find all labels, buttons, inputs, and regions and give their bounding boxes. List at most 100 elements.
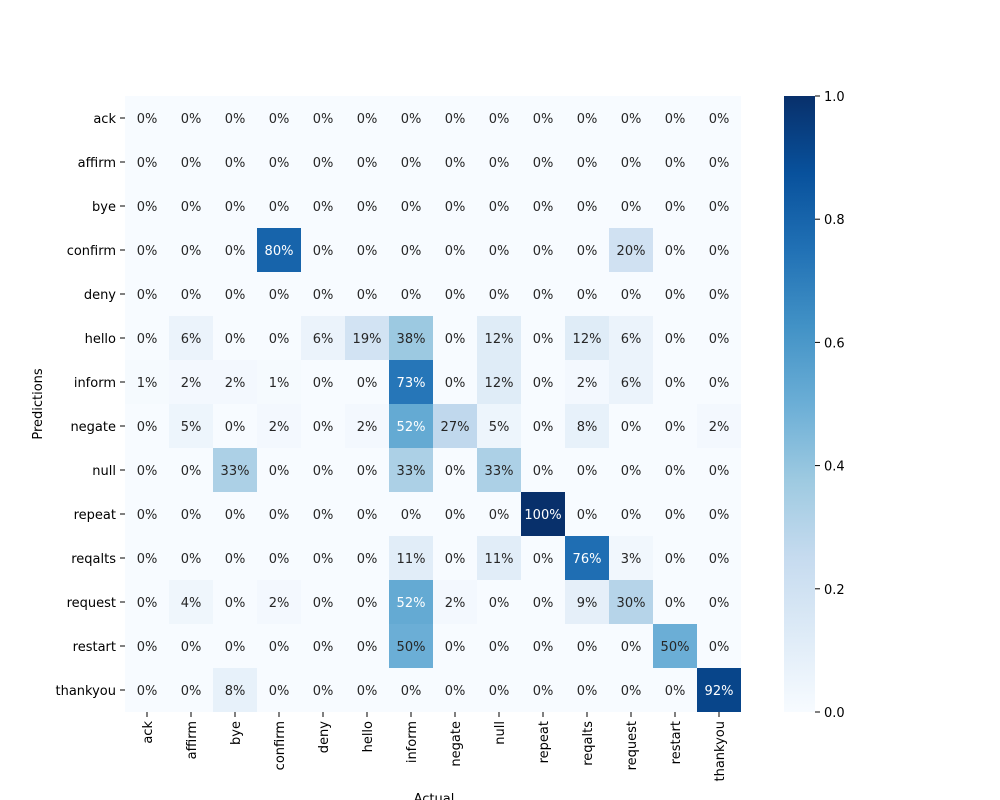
heatmap-cell — [477, 668, 521, 712]
cell-value-label: 0% — [313, 684, 334, 699]
cell-value-label: 0% — [709, 552, 730, 567]
heatmap-cell — [213, 668, 257, 712]
cell-value-label: 0% — [577, 464, 598, 479]
heatmap-cell — [477, 228, 521, 272]
heatmap-cell — [433, 184, 477, 228]
heatmap-cell — [169, 360, 213, 404]
heatmap-cell — [521, 316, 565, 360]
cell-value-label: 0% — [489, 596, 510, 611]
cell-value-label: 2% — [269, 596, 290, 611]
cell-value-label: 33% — [485, 464, 514, 479]
cell-value-label: 0% — [225, 420, 246, 435]
cell-value-label: 0% — [181, 640, 202, 655]
heatmap-cell — [345, 360, 389, 404]
heatmap-cell — [125, 668, 169, 712]
cell-value-label: 1% — [269, 376, 290, 391]
cell-value-label: 0% — [313, 112, 334, 127]
cell-value-label: 0% — [533, 244, 554, 259]
heatmap-cell — [433, 668, 477, 712]
heatmap-cell — [301, 668, 345, 712]
cell-value-label: 6% — [313, 332, 334, 347]
heatmap-cell — [433, 448, 477, 492]
heatmap-cell — [697, 96, 741, 140]
heatmap-cell — [697, 404, 741, 448]
cell-value-label: 5% — [489, 420, 510, 435]
cell-value-label: 0% — [665, 288, 686, 303]
heatmap-cell — [257, 536, 301, 580]
cell-value-label: 2% — [709, 420, 730, 435]
heatmap-cell — [345, 140, 389, 184]
cell-value-label: 0% — [313, 552, 334, 567]
heatmap-cell — [125, 536, 169, 580]
heatmap-cell — [257, 140, 301, 184]
cell-value-label: 0% — [489, 508, 510, 523]
heatmap-cell — [653, 668, 697, 712]
heatmap-cell — [609, 140, 653, 184]
cell-value-label: 30% — [617, 596, 646, 611]
heatmap-cell — [213, 96, 257, 140]
heatmap-cell — [697, 536, 741, 580]
heatmap-cell — [433, 360, 477, 404]
cell-value-label: 0% — [709, 156, 730, 171]
heatmap-cell — [653, 580, 697, 624]
y-axis: ack affirm bye confirm deny hello inform negate… — [56, 112, 125, 699]
heatmap-cell — [565, 580, 609, 624]
cell-value-label: 0% — [269, 288, 290, 303]
cell-value-label: 0% — [181, 464, 202, 479]
heatmap-cell — [565, 668, 609, 712]
heatmap-cell — [521, 272, 565, 316]
cell-value-label: 0% — [445, 112, 466, 127]
cell-value-label: 0% — [445, 200, 466, 215]
cell-value-label: 0% — [577, 156, 598, 171]
cell-value-label: 0% — [445, 156, 466, 171]
cell-value-label: 0% — [445, 332, 466, 347]
cell-value-label: 0% — [269, 332, 290, 347]
heatmap-cell — [257, 228, 301, 272]
cell-value-label: 0% — [401, 508, 422, 523]
cell-value-label: 0% — [577, 684, 598, 699]
heatmap-cell — [697, 492, 741, 536]
cell-value-label: 50% — [397, 640, 426, 655]
cell-value-label: 0% — [181, 112, 202, 127]
cell-value-label: 0% — [709, 332, 730, 347]
x-tick-label: inform — [405, 721, 420, 763]
cell-value-label: 0% — [181, 288, 202, 303]
cell-value-label: 0% — [489, 200, 510, 215]
cell-value-label: 0% — [665, 420, 686, 435]
cell-value-label: 0% — [709, 244, 730, 259]
heatmap-cell — [389, 536, 433, 580]
x-tick-label: hello — [361, 721, 376, 752]
heatmap-cell — [477, 624, 521, 668]
heatmap-cell — [477, 536, 521, 580]
cell-value-label: 0% — [225, 156, 246, 171]
heatmap-cell — [345, 404, 389, 448]
heatmap-cell — [433, 96, 477, 140]
heatmap-cell — [477, 492, 521, 536]
heatmap-cell — [213, 624, 257, 668]
heatmap-cell — [213, 580, 257, 624]
cell-value-label: 0% — [621, 464, 642, 479]
cell-value-label: 0% — [313, 640, 334, 655]
heatmap-cell — [609, 272, 653, 316]
heatmap-cell — [389, 140, 433, 184]
y-tick-label: request — [67, 596, 116, 611]
cell-value-label: 12% — [485, 376, 514, 391]
heatmap-cell — [697, 272, 741, 316]
heatmap-cell — [609, 316, 653, 360]
cell-value-label: 0% — [357, 464, 378, 479]
heatmap-cell — [433, 536, 477, 580]
heatmap-cell — [389, 184, 433, 228]
heatmap-cell — [565, 404, 609, 448]
heatmap-cell — [257, 492, 301, 536]
heatmap-cell — [697, 228, 741, 272]
cell-value-label: 0% — [665, 464, 686, 479]
heatmap-cell — [257, 184, 301, 228]
cell-value-label: 0% — [225, 244, 246, 259]
cell-value-label: 0% — [533, 596, 554, 611]
heatmap-cell — [609, 448, 653, 492]
cell-value-label: 0% — [709, 376, 730, 391]
y-tick-label: thankyou — [56, 684, 117, 699]
heatmap-cell — [257, 272, 301, 316]
y-tick-label: hello — [85, 332, 116, 347]
heatmap-cell — [301, 272, 345, 316]
